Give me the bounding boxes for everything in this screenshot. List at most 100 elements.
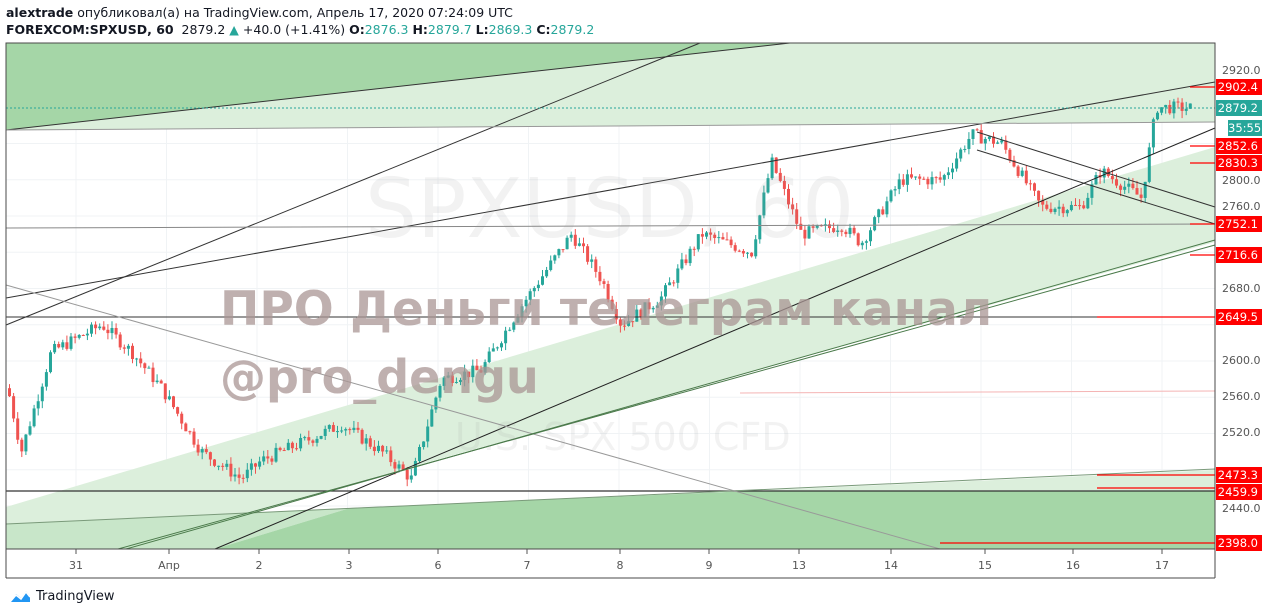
candle-body [951, 168, 954, 173]
candle-body [221, 465, 225, 467]
zone-boundary-line [5, 121, 1216, 131]
high-label: H: [412, 22, 428, 37]
candle-body [926, 178, 930, 185]
candle-body [1061, 206, 1065, 214]
open-label: O: [349, 22, 365, 37]
horizontal-line-2565 [739, 390, 1216, 394]
candle-body [1147, 147, 1151, 182]
candle-body [840, 230, 844, 232]
candle-body [836, 230, 840, 232]
candle-body [368, 438, 372, 447]
candle-body [655, 305, 659, 308]
candle-body [635, 309, 639, 322]
candle-body [295, 448, 298, 450]
candle-body [237, 474, 241, 478]
candle-body [1110, 176, 1114, 180]
candle-body [372, 446, 376, 452]
candle-body [549, 260, 553, 270]
brand-name: TradingView [36, 588, 115, 604]
price-label: 2459.9 [1216, 484, 1262, 500]
candle-body [1053, 208, 1057, 212]
candle-body [430, 409, 434, 427]
descending-line [5, 284, 941, 550]
description-watermark: U.S. SPX 500 CFD [455, 415, 791, 459]
candle-body [389, 450, 393, 463]
candle-body [475, 365, 479, 371]
candle-body [799, 223, 803, 230]
candles [8, 97, 1192, 487]
candle-body [1115, 179, 1118, 186]
candle-body [737, 250, 741, 252]
candle-body [1123, 186, 1127, 190]
candle-body [832, 228, 836, 232]
candle-body [725, 239, 729, 241]
price-label: 2852.6 [1216, 138, 1262, 154]
price-label: 2879.2 [1216, 100, 1262, 116]
candle-body [536, 284, 540, 288]
candle-body [307, 437, 311, 441]
steep-trendline [214, 127, 1216, 550]
candle-body [122, 347, 126, 349]
candle-body [1168, 104, 1172, 114]
tradingview-logo[interactable]: TradingView [8, 588, 115, 604]
candle-body [520, 306, 524, 317]
price-tick: 2800.0 [1222, 174, 1261, 187]
candle-body [446, 375, 450, 378]
time-tick: 3 [345, 559, 353, 572]
candle-body [180, 413, 184, 424]
candle-body [557, 249, 561, 256]
zone-lower-left [6, 508, 350, 549]
overlay-channel-text: ПРО Деньги телеграм канал [220, 282, 993, 337]
candle-body [721, 237, 725, 240]
candle-body [147, 367, 151, 369]
candle-body [553, 255, 557, 261]
candle-body [1127, 183, 1131, 187]
candle-body [877, 209, 881, 218]
candle-body [94, 324, 98, 329]
candle-body [692, 248, 696, 250]
candle-body [155, 380, 159, 383]
time-tick: 8 [616, 559, 624, 572]
candle-body [344, 429, 348, 431]
candle-body [746, 252, 749, 254]
symbol-legend: FOREXCOM:SPXUSD, 60 2879.2 ▲ +40.0 (+1.4… [6, 22, 594, 37]
price-tick: 2680.0 [1222, 282, 1261, 295]
candle-body [500, 343, 503, 348]
candle-body [81, 335, 85, 337]
candle-body [467, 371, 471, 378]
candle-body [1090, 184, 1094, 198]
candle-body [53, 343, 57, 353]
price-tick: 2920.0 [1222, 64, 1261, 77]
candle-body [713, 234, 717, 238]
candle-body [483, 362, 487, 373]
candle-body [1131, 183, 1135, 189]
candle-body [118, 334, 122, 348]
candle-body [409, 475, 413, 480]
candle-body [828, 224, 831, 229]
candle-body [323, 428, 327, 436]
candle-body [639, 309, 643, 318]
candle-body [163, 383, 167, 400]
candle-body [57, 343, 61, 348]
candle-body [426, 426, 430, 442]
candle-body [459, 379, 462, 382]
drawing-lines[interactable] [5, 42, 1216, 550]
candle-body [450, 375, 454, 383]
candle-body [881, 209, 885, 215]
candle-body [1069, 204, 1073, 211]
candle-body [110, 327, 114, 334]
candle-body [996, 142, 1000, 144]
candle-body [586, 246, 590, 262]
price-tick: 2440.0 [1222, 502, 1261, 515]
candle-body [286, 442, 290, 451]
candle-body [233, 474, 237, 477]
candle-body [229, 463, 233, 477]
candle-body [688, 248, 692, 264]
candle-body [598, 271, 602, 282]
zone-bottom-dark [215, 491, 1215, 549]
author-name[interactable]: alextrade [6, 5, 74, 20]
candle-body [869, 230, 872, 242]
candle-body [213, 459, 216, 466]
rising-support-line [5, 468, 1216, 525]
